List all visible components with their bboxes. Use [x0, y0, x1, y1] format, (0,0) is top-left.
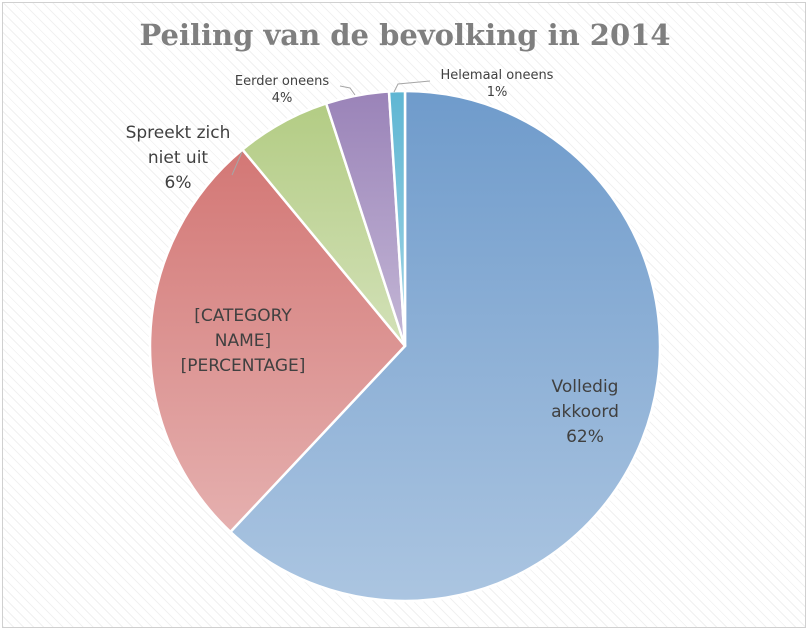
slice-label-line: 4% [272, 91, 293, 106]
pie-slice-category-name [148, 148, 407, 534]
slice-label-line: 62% [566, 427, 604, 447]
slice-label-line: 6% [165, 173, 192, 193]
slice-label-line: Eerder oneens [235, 74, 329, 89]
slice-label-line: Volledig [552, 377, 619, 397]
slice-label-line: niet uit [148, 148, 209, 168]
pie-slice-helemaal-oneens [387, 89, 407, 348]
slice-label-eerder-oneens: Eerder oneens 4% [235, 74, 329, 106]
chart-title: Peiling van de bevolking in 2014 [139, 18, 671, 52]
leader-line-helemaal-oneens [393, 80, 431, 93]
slice-label-line: Spreekt zich [126, 123, 231, 143]
slice-labels: Volledig akkoord 62% [CATEGORY NAME] [PERCENT… [126, 68, 619, 447]
slice-label-line: akkoord [551, 402, 619, 422]
leader-line-eerder-oneens [339, 85, 356, 96]
slice-label-category-name: [CATEGORY NAME] [PERCENTAGE] [181, 306, 306, 376]
pie-slice-volledig-akkoord [229, 89, 662, 603]
slice-label-line: [CATEGORY [194, 306, 292, 326]
leader-lines [231, 80, 431, 176]
slice-label-volledig-akkoord: Volledig akkoord 62% [551, 377, 619, 447]
pie-slices [148, 89, 662, 603]
slice-label-spreekt-zich-niet-uit: Spreekt zich niet uit 6% [126, 123, 231, 193]
slice-label-helemaal-oneens: Helemaal oneens 1% [441, 68, 554, 100]
slice-label-line: [PERCENTAGE] [181, 356, 306, 376]
slice-label-line: Helemaal oneens [441, 68, 554, 83]
leader-line-spreekt-zich-niet-uit [231, 151, 243, 176]
slice-label-line: NAME] [215, 331, 271, 351]
slice-label-line: 1% [487, 85, 508, 100]
